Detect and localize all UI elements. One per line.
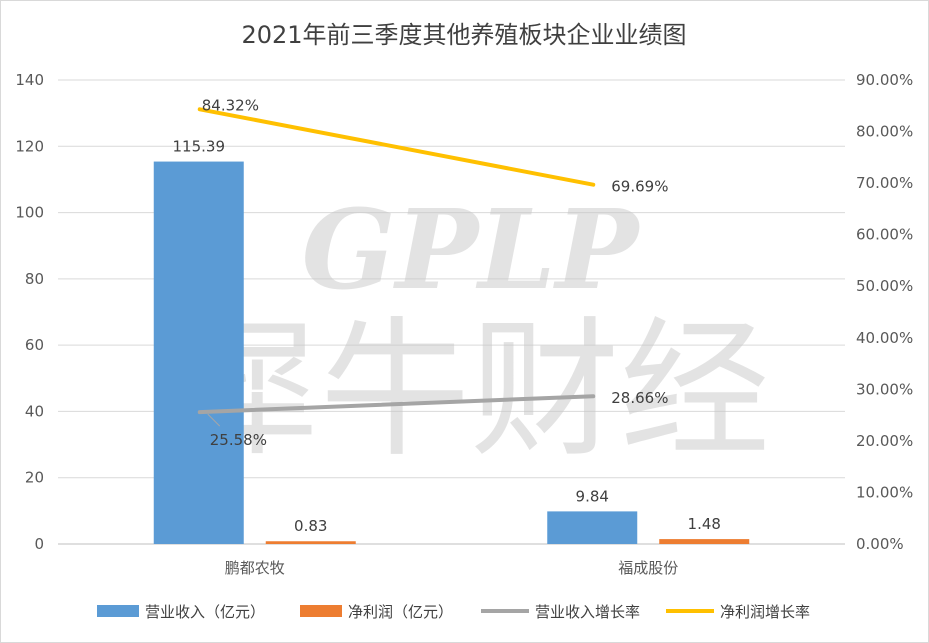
bar-data-label: 1.48	[688, 515, 721, 533]
category-label: 鹏都农牧	[225, 559, 285, 577]
secondary-axis-ticks: 0.00% 10.00% 20.00% 30.00% 40.00% 50.00% 60.00…	[856, 71, 913, 553]
secondary-tick-label: 90.00%	[856, 71, 913, 89]
legend-swatch	[300, 605, 342, 617]
bar	[547, 511, 638, 544]
primary-tick-label: 40	[25, 402, 44, 420]
legend-label: 营业收入（亿元）	[145, 603, 265, 621]
legend-label: 净利润增长率	[720, 603, 810, 621]
primary-tick-label: 60	[25, 336, 44, 354]
line-data-label: 69.69%	[611, 178, 668, 196]
secondary-tick-label: 60.00%	[856, 226, 913, 244]
bar	[153, 161, 244, 544]
bar-data-label: 0.83	[294, 517, 327, 535]
legend-label: 净利润（亿元）	[348, 603, 453, 621]
secondary-tick-label: 20.00%	[856, 432, 913, 450]
series-line	[197, 107, 596, 187]
primary-tick-label: 0	[34, 535, 44, 553]
line-data-label: 84.32%	[202, 96, 259, 114]
watermark-chinese: 犀牛财经	[170, 304, 770, 478]
category-label: 福成股份	[618, 559, 678, 577]
lines: 25.58% 28.66% 84.32% 69.69%	[197, 96, 668, 449]
chart-title: 2021年前三季度其他养殖板块企业业绩图	[241, 21, 686, 49]
line-data-label: 28.66%	[611, 389, 668, 407]
bars: 115.39 9.84 0.83 1.48	[153, 138, 750, 544]
watermark-latin: GPLP	[302, 185, 642, 314]
watermark: GPLP 犀牛财经	[170, 185, 770, 478]
bar-data-label: 9.84	[576, 487, 609, 505]
secondary-tick-label: 70.00%	[856, 174, 913, 192]
primary-tick-label: 140	[15, 71, 44, 89]
legend-label: 营业收入增长率	[535, 603, 640, 621]
secondary-tick-label: 80.00%	[856, 123, 913, 141]
secondary-tick-label: 40.00%	[856, 329, 913, 347]
secondary-tick-label: 0.00%	[856, 535, 904, 553]
bar	[265, 541, 356, 544]
primary-tick-label: 80	[25, 270, 44, 288]
secondary-tick-label: 30.00%	[856, 380, 913, 398]
series-line	[197, 394, 596, 415]
category-labels: 鹏都农牧 福成股份	[225, 559, 679, 577]
secondary-tick-label: 50.00%	[856, 277, 913, 295]
primary-axis-ticks: 0 20 40 60 80 100 120 140	[15, 71, 44, 553]
primary-tick-label: 20	[25, 469, 44, 487]
primary-tick-label: 120	[15, 137, 44, 155]
bar-data-label: 115.39	[173, 138, 226, 156]
label-leader-line	[207, 413, 221, 427]
primary-tick-label: 100	[15, 204, 44, 222]
legend: 营业收入（亿元） 净利润（亿元） 营业收入增长率 净利润增长率	[97, 603, 810, 621]
line-data-label: 25.58%	[210, 431, 267, 449]
legend-swatch	[97, 605, 139, 617]
secondary-tick-label: 10.00%	[856, 483, 913, 501]
bar	[659, 539, 750, 544]
